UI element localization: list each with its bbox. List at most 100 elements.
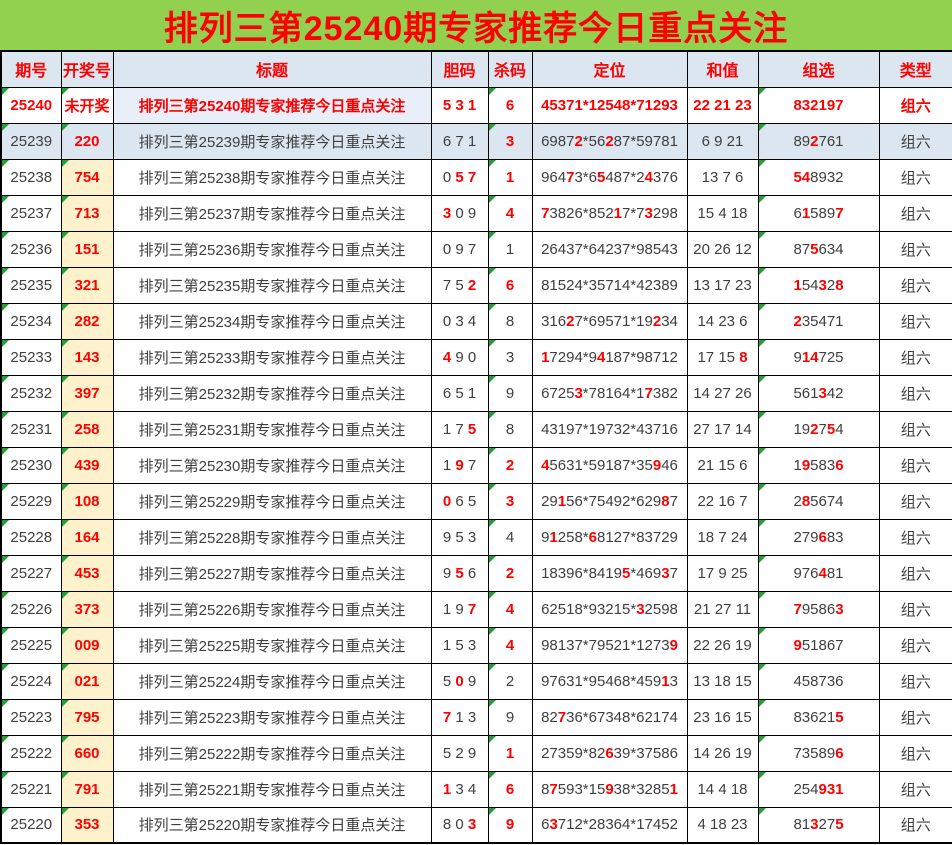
title-cell[interactable]: 排列三第25233期专家推荐今日重点关注 — [112, 338, 432, 376]
column-header-sha[interactable]: 杀码 — [487, 50, 533, 88]
type-cell[interactable]: 组六 — [878, 698, 952, 736]
title-cell[interactable]: 排列三第25221期专家推荐今日重点关注 — [112, 770, 432, 808]
title-cell[interactable]: 排列三第25224期专家推荐今日重点关注 — [112, 662, 432, 700]
period-cell[interactable]: 25223 — [0, 698, 62, 736]
dingwei-cell[interactable]: 62518*93215*32598 — [531, 590, 688, 628]
sha-cell[interactable]: 2 — [487, 662, 533, 700]
sha-cell[interactable]: 3 — [487, 482, 533, 520]
draw-cell[interactable]: 151 — [60, 230, 114, 268]
hezhi-cell[interactable]: 17 9 25 — [686, 554, 759, 592]
dingwei-cell[interactable]: 17294*94187*98712 — [531, 338, 688, 376]
dingwei-cell[interactable]: 31627*69571*19234 — [531, 302, 688, 340]
type-cell[interactable]: 组六 — [878, 734, 952, 772]
period-cell[interactable]: 25238 — [0, 158, 62, 196]
zuxuan-cell[interactable]: 795863 — [757, 590, 880, 628]
dan-cell[interactable]: 9 5 6 — [430, 554, 489, 592]
title-cell[interactable]: 排列三第25229期专家推荐今日重点关注 — [112, 482, 432, 520]
zuxuan-cell[interactable]: 192754 — [757, 410, 880, 448]
dan-cell[interactable]: 5 3 1 — [430, 86, 489, 124]
zuxuan-cell[interactable]: 832197 — [757, 86, 880, 124]
dan-cell[interactable]: 0 5 7 — [430, 158, 489, 196]
period-cell[interactable]: 25240 — [0, 86, 62, 124]
title-cell[interactable]: 排列三第25223期专家推荐今日重点关注 — [112, 698, 432, 736]
dingwei-cell[interactable]: 82736*67348*62174 — [531, 698, 688, 736]
dan-cell[interactable]: 1 9 7 — [430, 446, 489, 484]
title-cell[interactable]: 排列三第25230期专家推荐今日重点关注 — [112, 446, 432, 484]
hezhi-cell[interactable]: 13 18 15 — [686, 662, 759, 700]
title-cell[interactable]: 排列三第25225期专家推荐今日重点关注 — [112, 626, 432, 664]
type-cell[interactable]: 组六 — [878, 770, 952, 808]
dan-cell[interactable]: 7 1 3 — [430, 698, 489, 736]
hezhi-cell[interactable]: 13 7 6 — [686, 158, 759, 196]
dingwei-cell[interactable]: 45371*12548*71293 — [531, 86, 688, 124]
type-cell[interactable]: 组六 — [878, 518, 952, 556]
zuxuan-cell[interactable]: 254931 — [757, 770, 880, 808]
draw-cell[interactable]: 未开奖 — [60, 86, 114, 124]
type-cell[interactable]: 组六 — [878, 194, 952, 232]
draw-cell[interactable]: 143 — [60, 338, 114, 376]
draw-cell[interactable]: 453 — [60, 554, 114, 592]
type-cell[interactable]: 组六 — [878, 554, 952, 592]
hezhi-cell[interactable]: 20 26 12 — [686, 230, 759, 268]
dingwei-cell[interactable]: 87593*15938*32851 — [531, 770, 688, 808]
period-cell[interactable]: 25235 — [0, 266, 62, 304]
dan-cell[interactable]: 5 0 9 — [430, 662, 489, 700]
type-cell[interactable]: 组六 — [878, 122, 952, 160]
draw-cell[interactable]: 009 — [60, 626, 114, 664]
hezhi-cell[interactable]: 14 27 26 — [686, 374, 759, 412]
period-cell[interactable]: 25233 — [0, 338, 62, 376]
dingwei-cell[interactable]: 26437*64237*98543 — [531, 230, 688, 268]
title-cell[interactable]: 排列三第25236期专家推荐今日重点关注 — [112, 230, 432, 268]
zuxuan-cell[interactable]: 976481 — [757, 554, 880, 592]
dingwei-cell[interactable]: 63712*28364*17452 — [531, 806, 688, 844]
dingwei-cell[interactable]: 69872*56287*59781 — [531, 122, 688, 160]
period-cell[interactable]: 25231 — [0, 410, 62, 448]
type-cell[interactable]: 组六 — [878, 158, 952, 196]
column-header-type[interactable]: 类型 — [878, 50, 952, 88]
sha-cell[interactable]: 4 — [487, 590, 533, 628]
column-header-zuxuan[interactable]: 组选 — [757, 50, 880, 88]
dan-cell[interactable]: 3 0 9 — [430, 194, 489, 232]
draw-cell[interactable]: 754 — [60, 158, 114, 196]
dingwei-cell[interactable]: 91258*68127*83729 — [531, 518, 688, 556]
dan-cell[interactable]: 4 9 0 — [430, 338, 489, 376]
column-header-title[interactable]: 标题 — [112, 50, 432, 88]
draw-cell[interactable]: 795 — [60, 698, 114, 736]
draw-cell[interactable]: 397 — [60, 374, 114, 412]
zuxuan-cell[interactable]: 154328 — [757, 266, 880, 304]
period-cell[interactable]: 25227 — [0, 554, 62, 592]
hezhi-cell[interactable]: 14 23 6 — [686, 302, 759, 340]
column-header-hezhi[interactable]: 和值 — [686, 50, 759, 88]
title-cell[interactable]: 排列三第25231期专家推荐今日重点关注 — [112, 410, 432, 448]
zuxuan-cell[interactable]: 615897 — [757, 194, 880, 232]
zuxuan-cell[interactable]: 195836 — [757, 446, 880, 484]
draw-cell[interactable]: 258 — [60, 410, 114, 448]
dan-cell[interactable]: 7 5 2 — [430, 266, 489, 304]
column-header-period[interactable]: 期号 — [0, 50, 62, 88]
hezhi-cell[interactable]: 18 7 24 — [686, 518, 759, 556]
column-header-dan[interactable]: 胆码 — [430, 50, 489, 88]
sha-cell[interactable]: 9 — [487, 374, 533, 412]
zuxuan-cell[interactable]: 914725 — [757, 338, 880, 376]
title-cell[interactable]: 排列三第25227期专家推荐今日重点关注 — [112, 554, 432, 592]
sha-cell[interactable]: 2 — [487, 446, 533, 484]
hezhi-cell[interactable]: 21 15 6 — [686, 446, 759, 484]
sha-cell[interactable]: 8 — [487, 302, 533, 340]
sha-cell[interactable]: 4 — [487, 194, 533, 232]
dingwei-cell[interactable]: 43197*19732*43716 — [531, 410, 688, 448]
title-cell[interactable]: 排列三第25237期专家推荐今日重点关注 — [112, 194, 432, 232]
dan-cell[interactable]: 0 3 4 — [430, 302, 489, 340]
draw-cell[interactable]: 660 — [60, 734, 114, 772]
hezhi-cell[interactable]: 14 26 19 — [686, 734, 759, 772]
period-cell[interactable]: 25239 — [0, 122, 62, 160]
dan-cell[interactable]: 9 5 3 — [430, 518, 489, 556]
sha-cell[interactable]: 6 — [487, 86, 533, 124]
hezhi-cell[interactable]: 14 4 18 — [686, 770, 759, 808]
hezhi-cell[interactable]: 22 26 19 — [686, 626, 759, 664]
draw-cell[interactable]: 282 — [60, 302, 114, 340]
draw-cell[interactable]: 164 — [60, 518, 114, 556]
zuxuan-cell[interactable]: 836215 — [757, 698, 880, 736]
title-cell[interactable]: 排列三第25239期专家推荐今日重点关注 — [112, 122, 432, 160]
zuxuan-cell[interactable]: 735896 — [757, 734, 880, 772]
type-cell[interactable]: 组六 — [878, 662, 952, 700]
